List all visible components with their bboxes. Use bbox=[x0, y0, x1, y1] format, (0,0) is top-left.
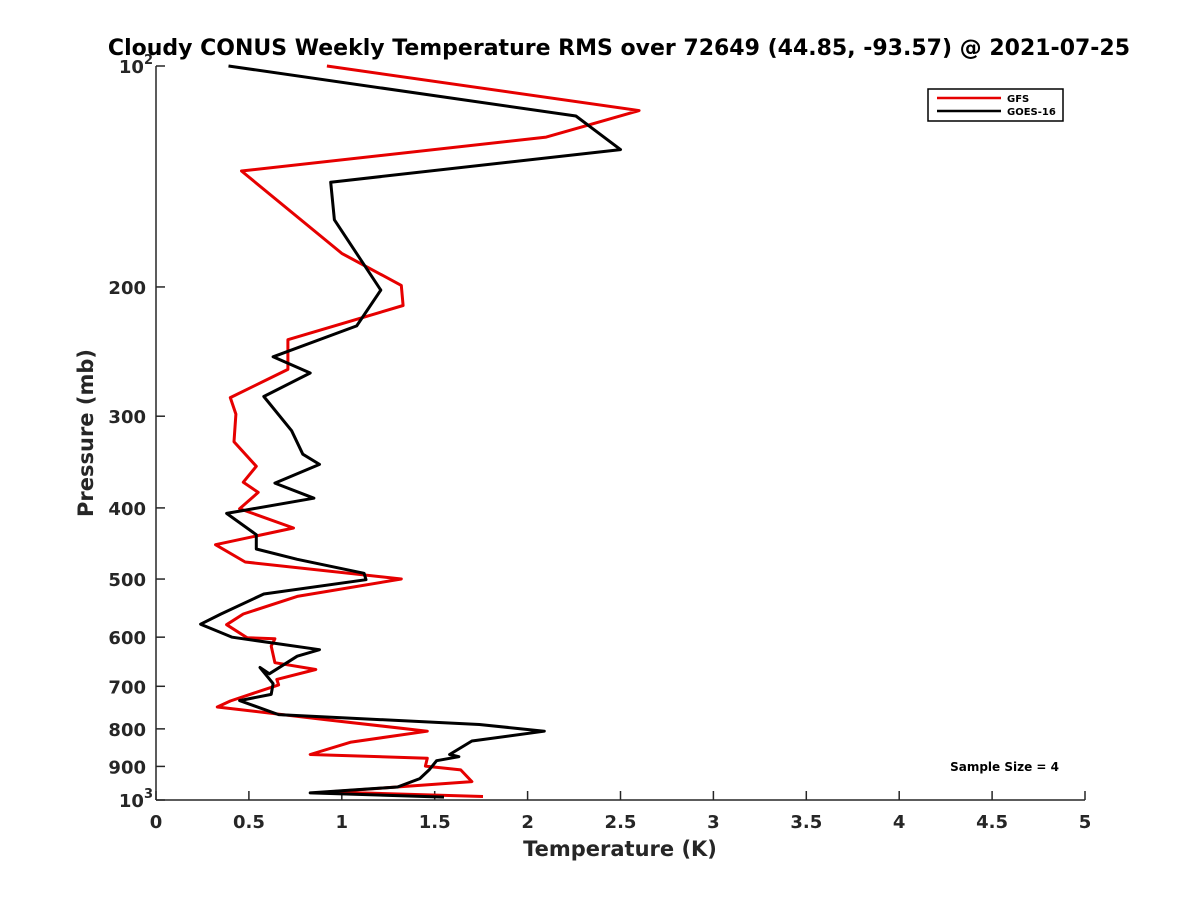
series-layer bbox=[199, 64, 641, 799]
chart-title: Cloudy CONUS Weekly Temperature RMS over… bbox=[108, 36, 1130, 61]
y-tick-label: 900 bbox=[108, 757, 146, 778]
x-tick-label: 2 bbox=[521, 812, 534, 833]
x-tick-label: 0.5 bbox=[233, 812, 265, 833]
y-axis-label: Pressure (mb) bbox=[74, 349, 98, 517]
y-tick-label: 400 bbox=[108, 499, 146, 520]
x-tick-label: 3 bbox=[707, 812, 720, 833]
legend-box bbox=[927, 88, 1064, 122]
legend-label: GOES-16 bbox=[1007, 107, 1056, 118]
y-tick-label: 200 bbox=[108, 278, 146, 299]
x-tick-label: 4.5 bbox=[976, 812, 1008, 833]
y-tick-label: 102 bbox=[119, 53, 153, 78]
sample-size-note: Sample Size = 4 bbox=[950, 760, 1059, 774]
y-tick-exponent: 3 bbox=[144, 787, 153, 802]
x-tick-label: 1.5 bbox=[419, 812, 451, 833]
y-tick-label: 103 bbox=[119, 787, 153, 812]
x-tick-label: 3.5 bbox=[790, 812, 822, 833]
x-tick-label: 2.5 bbox=[605, 812, 637, 833]
series-line-gfs bbox=[214, 64, 641, 798]
y-tick-exponent: 2 bbox=[144, 53, 153, 68]
legend-label: GFS bbox=[1007, 94, 1029, 105]
x-tick-label: 5 bbox=[1079, 812, 1092, 833]
x-tick-label: 4 bbox=[893, 812, 906, 833]
y-tick-base: 10 bbox=[119, 791, 144, 812]
x-tick-label: 0 bbox=[150, 812, 163, 833]
x-tick-label: 1 bbox=[336, 812, 349, 833]
y-tick-label: 500 bbox=[108, 570, 146, 591]
y-tick-label: 700 bbox=[108, 677, 146, 698]
x-axis-label: Temperature (K) bbox=[523, 837, 717, 861]
y-tick-label: 600 bbox=[108, 628, 146, 649]
plot-axes bbox=[155, 66, 1085, 801]
x-axis-ticks: 0 0.5 1 1.5 2 2.5 3 3.5 4 4.5 5 bbox=[150, 791, 1092, 833]
legend: GFS GOES-16 bbox=[927, 88, 1064, 122]
y-tick-label: 800 bbox=[108, 720, 146, 741]
series-line-goes-16 bbox=[199, 64, 622, 799]
y-tick-base: 10 bbox=[119, 57, 144, 78]
y-tick-label: 300 bbox=[108, 407, 146, 428]
